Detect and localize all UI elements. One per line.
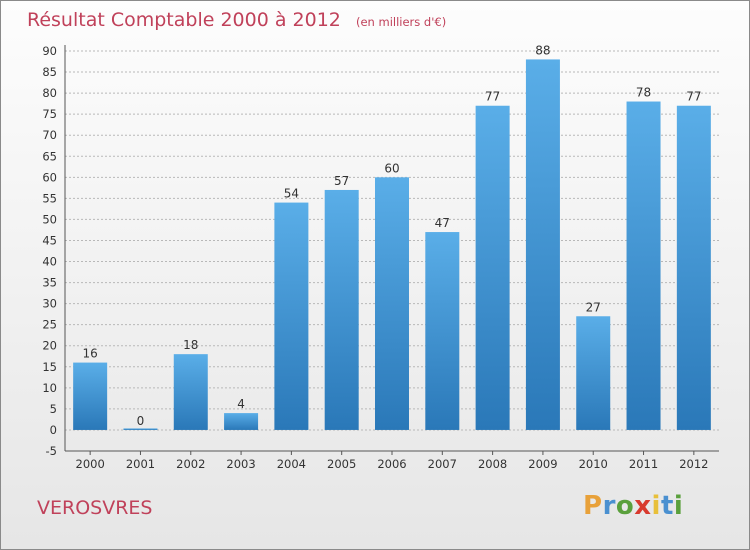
value-label: 54 (284, 187, 299, 201)
y-tick-label: 5 (50, 402, 57, 416)
bar-2003 (224, 413, 259, 430)
y-tick-label: 45 (42, 233, 57, 247)
value-label: 77 (686, 90, 701, 104)
value-label: 0 (137, 414, 145, 428)
x-tick-label: 2011 (629, 457, 658, 471)
proxiti-logo: Proxiti (583, 491, 683, 521)
x-tick-label: 2005 (327, 457, 356, 471)
y-tick-label: -5 (46, 444, 57, 458)
bar-2011 (626, 101, 661, 430)
logo-letter: i (651, 491, 661, 521)
y-tick-label: 15 (42, 360, 57, 374)
value-label: 77 (485, 90, 500, 104)
x-tick-label: 2006 (377, 457, 406, 471)
x-tick-label: 2008 (478, 457, 507, 471)
logo-letter: x (634, 491, 652, 521)
y-tick-label: 80 (42, 86, 57, 100)
value-label: 60 (384, 161, 399, 175)
logo-letter: r (602, 491, 616, 521)
y-tick-label: 30 (42, 297, 57, 311)
y-tick-label: 20 (42, 339, 57, 353)
x-tick-label: 2009 (528, 457, 557, 471)
value-label: 4 (237, 397, 245, 411)
y-tick-label: 10 (42, 381, 57, 395)
y-tick-label: 85 (42, 65, 57, 79)
commune-name: VEROSVRES (37, 497, 153, 519)
value-label: 57 (334, 174, 349, 188)
x-tick-label: 2001 (126, 457, 155, 471)
y-tick-label: 60 (42, 170, 57, 184)
y-tick-label: 50 (42, 212, 57, 226)
y-tick-label: 0 (50, 423, 57, 437)
x-tick-label: 2003 (226, 457, 255, 471)
bar-2001 (123, 428, 158, 430)
x-tick-label: 2000 (76, 457, 105, 471)
bar-2002 (173, 354, 208, 430)
y-tick-label: 75 (42, 107, 57, 121)
y-tick-label: 90 (42, 44, 57, 58)
bar-2008 (475, 105, 510, 430)
x-tick-label: 2004 (277, 457, 306, 471)
unit-note: (en milliers d'€) (355, 15, 447, 29)
bar-2005 (324, 189, 359, 430)
value-label: 78 (636, 86, 651, 100)
bar-2000 (73, 362, 108, 430)
y-tick-label: 40 (42, 255, 57, 269)
value-label: 16 (83, 347, 98, 361)
chart-title-row: Résultat Comptable 2000 à 2012 (en milli… (27, 9, 446, 31)
chart-title: Résultat Comptable 2000 à 2012 (27, 9, 341, 31)
value-label: 47 (435, 216, 450, 230)
bar-2010 (576, 316, 611, 430)
logo-letter: t (660, 491, 674, 521)
bar-2006 (375, 177, 409, 430)
value-label: 88 (535, 43, 550, 57)
bar-2007 (425, 232, 460, 430)
y-tick-label: 55 (42, 191, 57, 205)
y-tick-label: 65 (42, 149, 57, 163)
logo-letter: P (583, 491, 603, 521)
bar-2009 (525, 59, 560, 430)
bar-2004 (274, 202, 309, 430)
bar-2012 (676, 105, 711, 430)
value-label: 27 (586, 300, 601, 314)
y-tick-label: 25 (42, 318, 57, 332)
x-tick-label: 2002 (176, 457, 205, 471)
y-tick-label: 35 (42, 276, 57, 290)
x-tick-label: 2007 (428, 457, 457, 471)
logo-letter: i (673, 491, 684, 521)
y-tick-label: 70 (42, 128, 57, 142)
x-tick-label: 2012 (679, 457, 708, 471)
logo-letter: o (615, 491, 635, 521)
x-tick-label: 2010 (579, 457, 608, 471)
value-label: 18 (183, 338, 198, 352)
